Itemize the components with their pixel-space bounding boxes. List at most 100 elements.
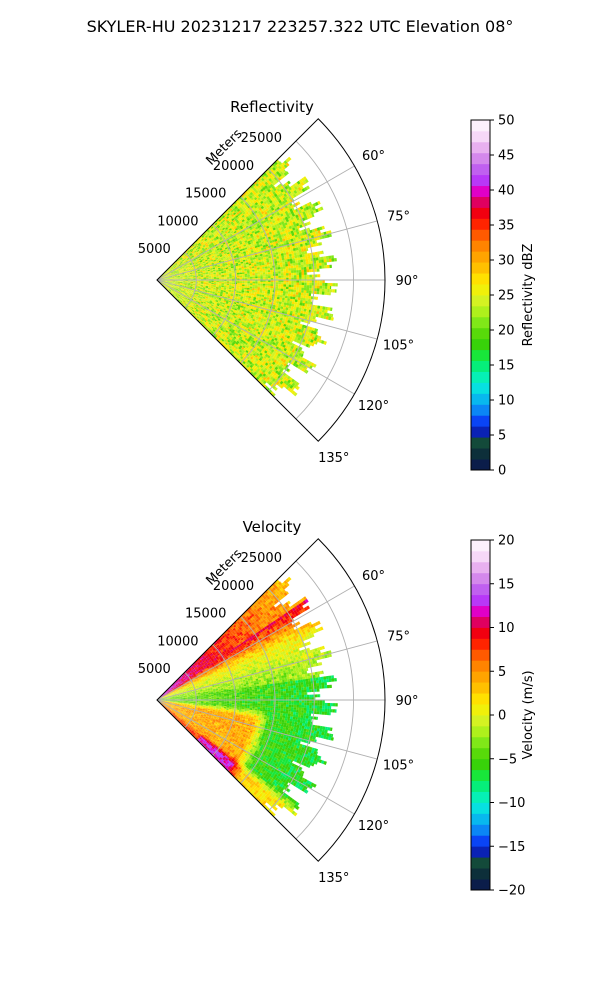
colorbar-swatch xyxy=(471,295,490,307)
colorbar-swatch xyxy=(471,594,490,607)
colorbar-swatch xyxy=(471,404,490,416)
polar-grid xyxy=(156,560,385,862)
colorbar-tick-label: −5 xyxy=(498,752,517,767)
azimuth-spoke xyxy=(156,165,355,281)
colorbar-swatch xyxy=(471,240,490,252)
colorbar-tick-label: −20 xyxy=(498,884,525,899)
radar-field xyxy=(157,576,338,817)
chart-title: Reflectivity xyxy=(230,98,314,116)
range-tick-label: 25000 xyxy=(241,551,282,566)
colorbar-tick-label: 10 xyxy=(498,394,515,409)
colorbar-swatch xyxy=(471,284,490,296)
colorbar-swatch xyxy=(471,715,490,727)
colorbar-swatch xyxy=(471,218,490,230)
azimuth-tick-label: 75° xyxy=(387,629,410,644)
colorbar-tick-label: 5 xyxy=(498,665,506,680)
colorbar-swatch xyxy=(471,437,490,449)
colorbar-swatch xyxy=(471,693,490,705)
colorbar-swatch xyxy=(471,349,490,362)
azimuth-spoke xyxy=(156,699,355,815)
colorbar-swatch xyxy=(471,459,490,471)
colorbar-swatch xyxy=(471,540,490,552)
colorbar-swatch xyxy=(471,802,490,814)
azimuth-spoke xyxy=(156,699,378,760)
colorbar-swatch xyxy=(471,846,490,858)
colorbar-tick-label: 5 xyxy=(498,429,506,444)
range-tick-label: 20000 xyxy=(213,579,254,594)
azimuth-tick-label: 90° xyxy=(395,694,418,709)
colorbar-swatch xyxy=(471,316,490,329)
colorbar-label: Velocity (m/s) xyxy=(521,670,536,759)
range-tick-label: 25000 xyxy=(241,131,282,146)
colorbar-swatch xyxy=(471,120,490,132)
colorbar-swatch xyxy=(471,185,490,197)
range-tick-label: 20000 xyxy=(213,159,254,174)
azimuth-tick-label: 135° xyxy=(318,871,349,886)
chart-title: Velocity xyxy=(243,518,302,536)
azimuth-spoke xyxy=(156,220,378,281)
colorbar-swatch xyxy=(471,704,490,716)
range-tick-label: 5000 xyxy=(138,242,171,257)
azimuth-tick-label: 120° xyxy=(358,819,389,834)
colorbar-tick-label: −10 xyxy=(498,796,525,811)
sector-frame xyxy=(156,118,386,442)
colorbar-swatch xyxy=(471,638,490,650)
colorbar-swatch xyxy=(471,879,490,891)
colorbar-swatch xyxy=(471,616,490,628)
colorbar: −20 −15 −10 −5 0 5 10 15 20 Velocity (m/s) xyxy=(470,534,536,899)
azimuth-tick-label: 60° xyxy=(362,149,385,164)
colorbar-tick-label: 20 xyxy=(498,324,515,339)
colorbar-swatch xyxy=(471,561,490,574)
colorbar-tick-label: 25 xyxy=(498,289,515,304)
colorbar-swatch xyxy=(471,572,490,585)
range-tick-label: 15000 xyxy=(185,187,226,202)
colorbar-tick-label: 20 xyxy=(498,534,515,549)
colorbar-swatch xyxy=(471,371,490,383)
colorbar-swatch xyxy=(471,207,490,219)
azimuth-tick-label: 75° xyxy=(387,209,410,224)
azimuth-spoke xyxy=(156,640,378,701)
colorbar-tick-label: 45 xyxy=(498,149,515,164)
colorbar-swatch xyxy=(471,327,490,340)
colorbar: 0 5 10 15 20 25 30 35 40 45 50 Reflectivity dBZ xyxy=(470,114,536,479)
colorbar-swatch xyxy=(471,130,490,143)
range-tick-label: 15000 xyxy=(185,607,226,622)
colorbar-swatch xyxy=(471,627,490,639)
colorbar-tick-label: 0 xyxy=(498,709,506,724)
colorbar-swatch xyxy=(471,736,490,749)
colorbar-swatch xyxy=(471,780,490,792)
colorbar-swatch xyxy=(471,163,490,176)
colorbar-swatch xyxy=(471,605,490,617)
azimuth-tick-label: 60° xyxy=(362,569,385,584)
colorbar-swatch xyxy=(471,583,490,596)
colorbar-swatch xyxy=(471,141,490,154)
colorbar-swatch xyxy=(471,550,490,563)
colorbar-swatch xyxy=(471,273,490,285)
azimuth-tick-label: 105° xyxy=(383,759,414,774)
colorbar-swatch xyxy=(471,393,490,405)
azimuth-spoke xyxy=(156,585,355,701)
colorbar-swatch xyxy=(471,360,490,372)
azimuth-tick-label: 120° xyxy=(358,399,389,414)
colorbar-swatch xyxy=(471,382,490,394)
colorbar-swatch xyxy=(471,415,490,427)
colorbar-tick-label: 0 xyxy=(498,464,506,479)
colorbar-swatch xyxy=(471,251,490,263)
colorbar-swatch xyxy=(471,671,490,683)
colorbar-swatch xyxy=(471,682,490,694)
colorbar-swatch xyxy=(471,196,490,208)
colorbar-swatch xyxy=(471,813,490,825)
azimuth-spoke xyxy=(156,279,355,395)
colorbar-swatch xyxy=(471,305,490,318)
panels: Reflectivity500010000150002000025000Mete… xyxy=(138,98,536,899)
colorbar-swatch xyxy=(471,791,490,803)
azimuth-tick-label: 135° xyxy=(318,451,349,466)
colorbar-swatch xyxy=(471,448,490,460)
colorbar-swatch xyxy=(471,152,490,165)
colorbar-swatch xyxy=(471,174,490,187)
colorbar-tick-label: 35 xyxy=(498,219,515,234)
colorbar-swatch xyxy=(471,758,490,771)
figure-title: SKYLER-HU 20231217 223257.322 UTC Elevat… xyxy=(87,17,514,36)
